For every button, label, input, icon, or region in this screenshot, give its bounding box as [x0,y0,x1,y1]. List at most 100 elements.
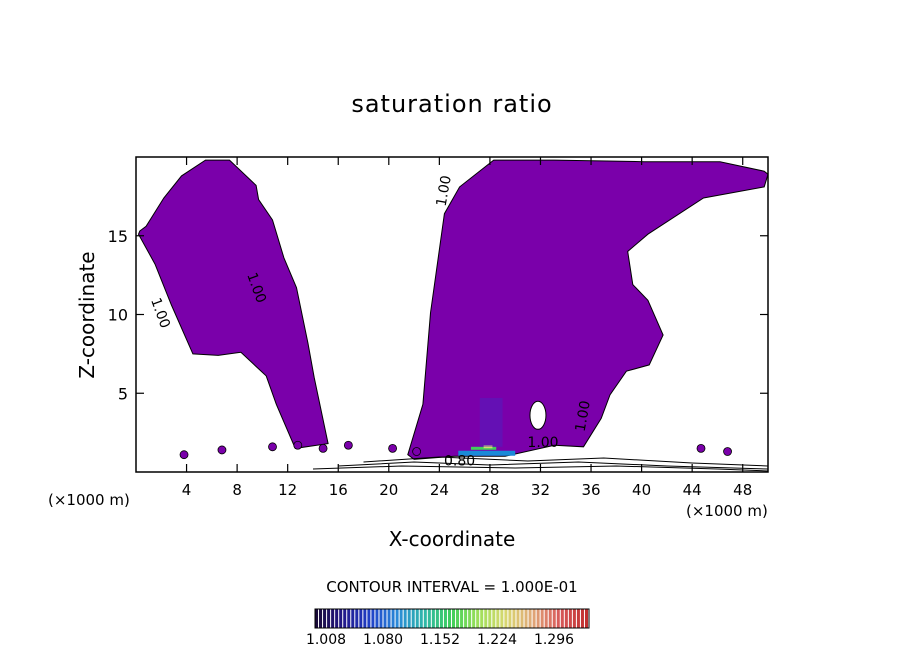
colorbar-cell [552,609,556,628]
colorbar-cell [464,609,468,628]
colorbar-cell [383,609,387,628]
colorbar-cell [452,609,456,628]
colorbar-frame [314,608,590,629]
colorbar-cell [576,609,580,628]
x-tick-label-44: 44 [683,481,702,499]
colorbar-cell [520,609,524,628]
colorbar-label-5: 1.296 [534,632,574,648]
colorbar-cell [419,609,423,628]
contour-label-5: 1.00 [527,435,558,451]
colorbar-cell [379,609,383,628]
region-1 [137,159,329,449]
x-axis-label: X-coordinate [389,527,516,551]
colorbar-cell [431,609,435,628]
ground-blob-5 [318,443,328,453]
boundary-contour-1 [363,456,769,467]
colorbar-cell [488,609,492,628]
ground-blob-7 [388,443,397,453]
colorbar-cell [548,609,552,628]
colorbar-cell [532,609,536,628]
colorbar-cell [536,609,540,628]
x-tick-label-36: 36 [581,481,600,499]
colorbar-cell [423,609,427,628]
x-tick-label-24: 24 [430,481,449,499]
x-tick-label-48: 48 [733,481,752,499]
colorbar-cell [476,609,480,628]
colorbar-cell [403,609,407,628]
x-tick-label-28: 28 [480,481,499,499]
colorbar-cell [524,609,528,628]
ground-blob-6 [343,440,353,450]
y-axis-label: Z-coordinate [75,251,99,378]
colorbar-cell [512,609,516,628]
colorbar-label-2: 1.080 [363,632,403,648]
boundary-contour-3 [312,465,769,472]
x-tick-label-16: 16 [329,481,348,499]
colorbar-cell [460,609,464,628]
colorbar-cell [335,609,339,628]
colorbar-cell [375,609,379,628]
colorbar-cell [331,609,335,628]
ground-blob-10 [723,447,732,456]
colorbar-cell [319,609,323,628]
colorbar-cell [371,609,375,628]
colorbar-label-1: 1.008 [306,632,346,648]
x-unit-left: (×1000 m) [48,491,130,509]
colorbar-cell [528,609,532,628]
colorbar-cell [544,609,548,628]
colorbar-label-3: 1.152 [420,632,460,648]
x-tick-label-20: 20 [379,481,398,499]
colorbar-cell [496,609,500,628]
colorbar-cell [500,609,504,628]
colorbar-cell [323,609,327,628]
colorbar-cell [560,609,564,628]
colorbar-cell [343,609,347,628]
colorbar-cell [556,609,560,628]
x-tick-label-4: 4 [182,481,192,499]
colorbar-cell [351,609,355,628]
ground-blob-8 [412,447,422,456]
colorbar-cell [355,609,359,628]
colorbar-cell [564,609,568,628]
x-unit-right: (×1000 m) [686,502,768,520]
colorbar-cell [468,609,472,628]
colorbar-cell [387,609,391,628]
colorbar-cell [540,609,544,628]
colorbar-cell [480,609,484,628]
colorbar-cell [415,609,419,628]
colorbar-cell [327,609,331,628]
colorbar-cell [367,609,371,628]
region-hole [529,400,547,430]
y-tick-label-10: 10 [108,306,128,325]
y-tick-label-15: 15 [108,227,128,246]
ground-blob-2 [217,445,227,455]
colorbar-cell [427,609,431,628]
ground-blob-4 [293,440,303,450]
colorbar-cell [315,609,319,628]
contour-interval: CONTOUR INTERVAL = 1.000E-01 [326,578,577,596]
colorbar-label-4: 1.224 [477,632,517,648]
colorbar-cell [472,609,476,628]
x-tick-label-32: 32 [531,481,550,499]
colorbar-cell [339,609,343,628]
colorbar-cell [395,609,399,628]
colorbar-cell [456,609,460,628]
contour-label-4: 1.00 [573,399,594,432]
y-tick-label-5: 5 [118,384,128,403]
colorbar-cell [572,609,576,628]
fill-regions [137,159,769,460]
ground-blob-1 [179,450,189,460]
colorbar-cell [439,609,443,628]
contour-label-3: 1.00 [434,174,455,207]
colorbar-cell [407,609,411,628]
colorbar: 1.008 1.080 1.152 1.224 1.296 [306,608,590,648]
colorbar-cell [492,609,496,628]
ground-blob-9 [696,443,706,453]
colorbar-cell [363,609,367,628]
colorbar-cell [399,609,403,628]
x-tick-label-40: 40 [632,481,651,499]
colorbar-cell [347,609,351,628]
streak-green [470,446,497,450]
